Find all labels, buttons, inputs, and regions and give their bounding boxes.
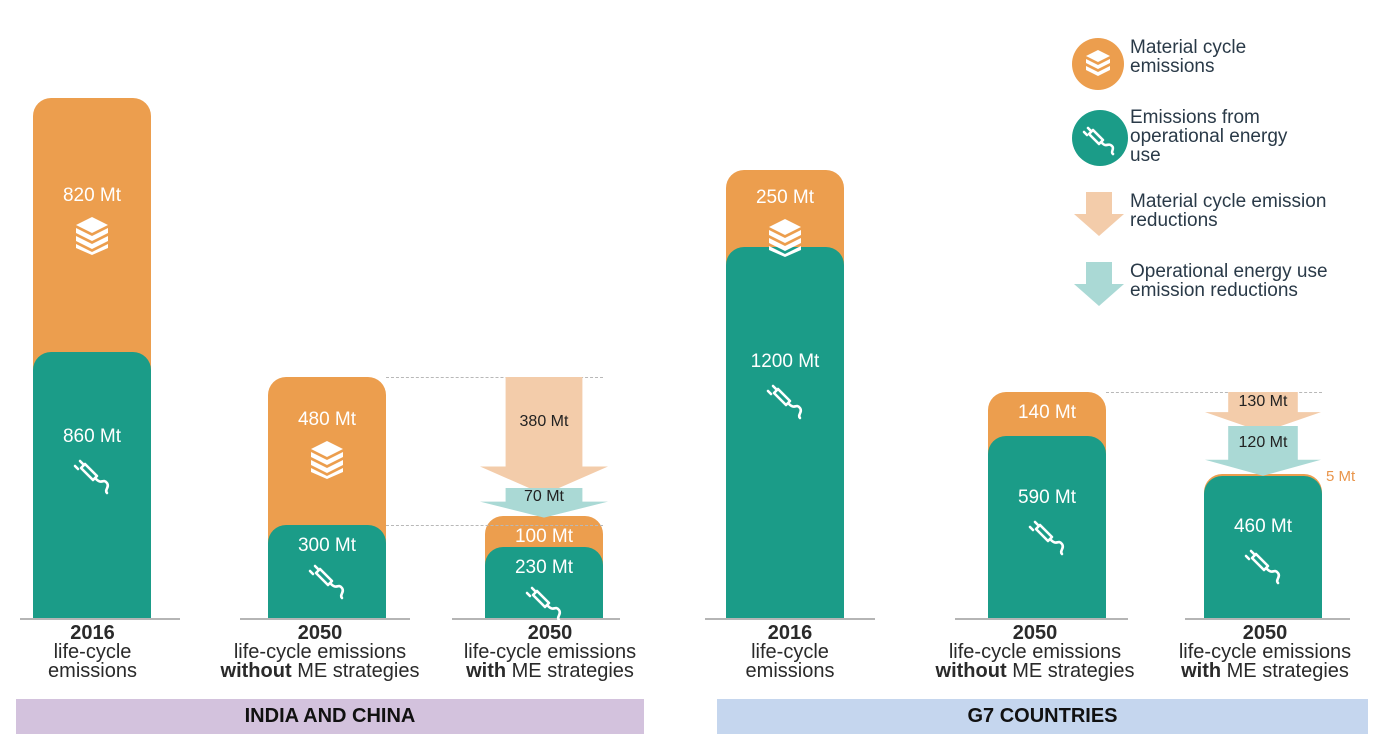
caption-year: 2050 — [527, 622, 573, 644]
operational-reduction-arrow: 70 Mt — [480, 488, 608, 518]
bar-value-label-operational: 590 Mt — [1017, 486, 1077, 508]
legend-label: Operational energy use emission reductio… — [1130, 261, 1328, 301]
bar-segment-operational — [1204, 475, 1322, 618]
stacked-bar: 460 Mt — [1204, 474, 1322, 618]
caption-with: with — [1181, 660, 1222, 682]
operational-reduction-arrow: 120 Mt — [1205, 426, 1321, 477]
caption-g7-2050-with: 2050 life-cycle emissions with ME strate… — [1155, 622, 1375, 682]
caption-year: 2016 — [767, 622, 813, 644]
axis-baseline — [705, 618, 875, 620]
caption-line: emissions — [745, 660, 835, 682]
plug-icon — [1072, 110, 1128, 166]
axis-baseline — [20, 618, 180, 620]
plug-icon — [72, 456, 112, 501]
guide-line — [386, 525, 603, 527]
arrow-value-label: 380 Mt — [519, 412, 569, 430]
arrow-down-icon — [1074, 192, 1124, 236]
caption-g7-2016: 2016 life-cycle emissions — [715, 622, 865, 682]
caption-ic-2050-with: 2050 life-cycle emissions with ME strate… — [440, 622, 660, 682]
arrow-value-label: 120 Mt — [1238, 434, 1288, 452]
bricks-icon — [307, 439, 347, 484]
bar-value-label-material: 250 Mt — [755, 186, 815, 208]
arrow-value-label: 130 Mt — [1238, 393, 1288, 411]
caption-line: emissions — [48, 660, 137, 682]
arrow-shape — [1205, 392, 1321, 433]
axis-baseline — [1185, 618, 1350, 620]
bar-value-label-material: 5 Mt — [1326, 468, 1356, 486]
caption-year: 2016 — [70, 622, 115, 644]
plug-icon — [1027, 517, 1067, 562]
guide-line — [386, 376, 603, 378]
axis-baseline — [452, 618, 620, 620]
plug-icon — [1243, 546, 1283, 591]
arrow-down-icon — [1074, 262, 1124, 306]
arrow-shape — [480, 488, 608, 518]
bricks-icon — [765, 217, 805, 262]
caption-with: with — [466, 660, 507, 682]
caption-without: without — [935, 660, 1007, 682]
plug-icon — [524, 583, 564, 628]
bricks-icon — [72, 215, 112, 260]
bar-value-label-operational: 460 Mt — [1233, 515, 1293, 537]
legend-label: Emissions from operational energy use — [1130, 107, 1288, 166]
bar-value-label-operational: 230 Mt — [514, 556, 574, 578]
bar-segment-operational — [988, 435, 1106, 618]
arrow-value-label: 70 Mt — [523, 488, 564, 506]
group-band-g7: G7 COUNTRIES — [717, 699, 1368, 734]
plug-icon — [307, 561, 347, 606]
bar-value-label-operational: 1200 Mt — [750, 350, 820, 372]
bar-value-label-material: 140 Mt — [1017, 402, 1077, 424]
legend-label: Material cycle emission reductions — [1130, 191, 1327, 231]
caption-line: life-cycle emissions — [948, 641, 1122, 663]
caption-line: life-cycle — [751, 641, 829, 663]
caption-g7-2050-without: 2050 life-cycle emissions without ME str… — [915, 622, 1155, 682]
bar-value-label-operational: 300 Mt — [297, 535, 357, 557]
caption-line: life-cycle — [53, 641, 132, 663]
caption-line: ME strategies — [1226, 660, 1349, 682]
arrow-shape — [480, 376, 608, 495]
bar-segment-operational — [726, 246, 844, 618]
stacked-bar: 860 Mt 820 Mt — [33, 98, 151, 618]
bar-value-label-operational: 860 Mt — [62, 426, 122, 448]
bar-value-label-material: 100 Mt — [514, 525, 574, 547]
bar-segment-operational — [33, 351, 151, 618]
guide-line — [1106, 392, 1322, 394]
stacked-bar: 300 Mt 480 Mt — [268, 376, 386, 618]
bar-segment-operational — [268, 525, 386, 618]
material-reduction-arrow: 130 Mt — [1205, 392, 1321, 433]
axis-baseline — [955, 618, 1128, 620]
material-reduction-arrow: 380 Mt — [480, 376, 608, 495]
group-band-india-china: INDIA AND CHINA — [16, 699, 644, 734]
caption-line: life-cycle emissions — [233, 641, 407, 663]
bar-segment-material — [33, 98, 151, 372]
caption-ic-2016: 2016 life-cycle emissions — [20, 622, 165, 682]
stacked-bar: 1200 Mt 250 Mt — [726, 169, 844, 618]
caption-line: ME strategies — [297, 660, 420, 682]
stacked-bar: 230 Mt 100 Mt — [485, 515, 603, 622]
stacked-bar: 590 Mt 140 Mt — [988, 392, 1106, 618]
bar-value-label-material: 480 Mt — [297, 409, 357, 431]
caption-line: ME strategies — [511, 660, 634, 682]
caption-year: 2050 — [1242, 622, 1288, 644]
arrow-shape — [1205, 426, 1321, 477]
bar-value-label-material: 820 Mt — [62, 184, 122, 206]
axis-baseline — [240, 618, 410, 620]
caption-ic-2050-without: 2050 life-cycle emissions without ME str… — [200, 622, 440, 682]
caption-line: ME strategies — [1012, 660, 1135, 682]
legend-label: Material cycle emissions — [1130, 37, 1247, 77]
caption-year: 2050 — [297, 622, 343, 644]
caption-year: 2050 — [1012, 622, 1058, 644]
plug-icon — [765, 381, 805, 426]
caption-line: life-cycle emissions — [1178, 641, 1352, 663]
caption-without: without — [220, 660, 292, 682]
caption-line: life-cycle emissions — [463, 641, 637, 663]
bricks-icon — [1072, 38, 1124, 90]
